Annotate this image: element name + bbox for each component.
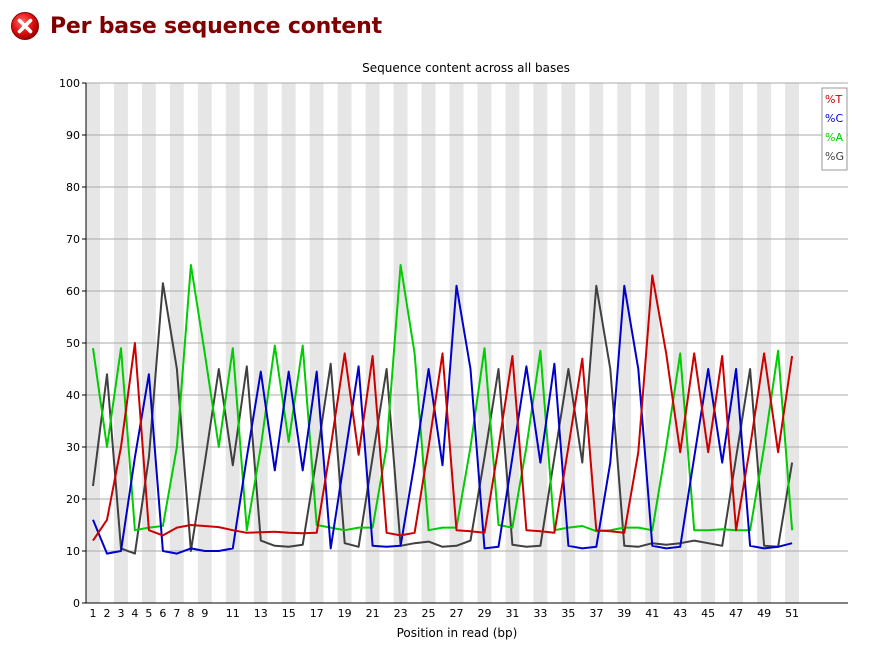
x-tick-label: 8 [187,607,194,620]
page-title: Per base sequence content [50,13,382,39]
legend-entry: %G [825,150,844,163]
x-tick-label: 37 [589,607,603,620]
axes [85,83,848,604]
y-tick-label: 10 [66,545,80,558]
y-tick-label: 40 [66,389,80,402]
x-tick-label: 13 [254,607,268,620]
legend: %T %C %A %G [821,87,848,171]
series-line-a [92,264,794,533]
x-tick-label: 17 [310,607,324,620]
y-tick-label: 0 [73,597,80,610]
x-tick-label: 23 [394,607,408,620]
y-tick-label: 90 [66,129,80,142]
x-tick-label: 35 [561,607,575,620]
x-tick-label: 7 [173,607,180,620]
x-tick-label: 3 [117,607,124,620]
legend-entry: %A [825,131,843,144]
chart-title: Sequence content across all bases [362,61,570,75]
background-bands [86,83,800,603]
y-tick-label: 100 [59,77,80,90]
y-tick-label: 80 [66,181,80,194]
x-tick-label: 4 [131,607,138,620]
x-tick-label: 9 [201,607,208,620]
y-tick-label: 70 [66,233,80,246]
x-tick-label: 19 [338,607,352,620]
x-tick-label: 11 [226,607,240,620]
x-tick-label: 39 [617,607,631,620]
x-tick-label: 33 [533,607,547,620]
series-lines [92,264,794,555]
x-tick-label: 2 [103,607,110,620]
y-tick-label: 20 [66,493,80,506]
x-tick-label: 21 [366,607,380,620]
x-tick-label: 41 [645,607,659,620]
x-tick-label: 27 [450,607,464,620]
x-tick-label: 29 [477,607,491,620]
series-line-c [92,284,793,555]
x-tick-label: 31 [505,607,519,620]
x-tick-label: 43 [673,607,687,620]
y-tick-label: 50 [66,337,80,350]
x-tick-label: 6 [159,607,166,620]
error-icon [11,12,39,40]
x-tick-label: 49 [757,607,771,620]
legend-entry: %T [825,93,842,106]
x-axis-label: Position in read (bp) [397,626,518,640]
x-tick-label: 25 [422,607,436,620]
x-tick-label: 47 [729,607,743,620]
x-axis-ticks: 1 2 3 4 5 6 7 8 9 11 13 15 17 19 21 23 25 27 29 31 33 35 37 39 4… [89,607,799,620]
x-tick-label: 51 [785,607,799,620]
module-header: Per base sequence content [10,6,382,46]
y-tick-label: 60 [66,285,80,298]
x-tick-label: 5 [145,607,152,620]
y-axis-ticks: 0 10 20 30 40 50 60 70 80 90 100 [59,77,86,610]
legend-box [821,87,848,171]
x-tick-label: 1 [89,607,96,620]
y-tick-label: 30 [66,441,80,454]
x-tick-label: 15 [282,607,296,620]
series-line-g [92,282,794,555]
legend-entry: %C [825,112,843,125]
series-line-t [92,274,794,542]
x-tick-label: 45 [701,607,715,620]
